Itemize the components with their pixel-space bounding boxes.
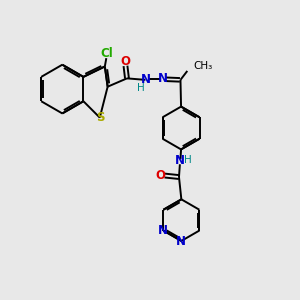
Text: N: N: [140, 73, 150, 86]
Text: H: H: [184, 155, 192, 165]
Text: H: H: [137, 83, 145, 93]
Text: CH₃: CH₃: [193, 61, 212, 70]
Text: N: N: [176, 235, 186, 248]
Text: O: O: [155, 169, 165, 182]
Text: S: S: [96, 111, 105, 124]
Text: N: N: [158, 224, 168, 237]
Text: N: N: [158, 72, 168, 85]
Text: Cl: Cl: [100, 47, 113, 61]
Text: O: O: [121, 55, 130, 68]
Text: N: N: [175, 154, 185, 166]
